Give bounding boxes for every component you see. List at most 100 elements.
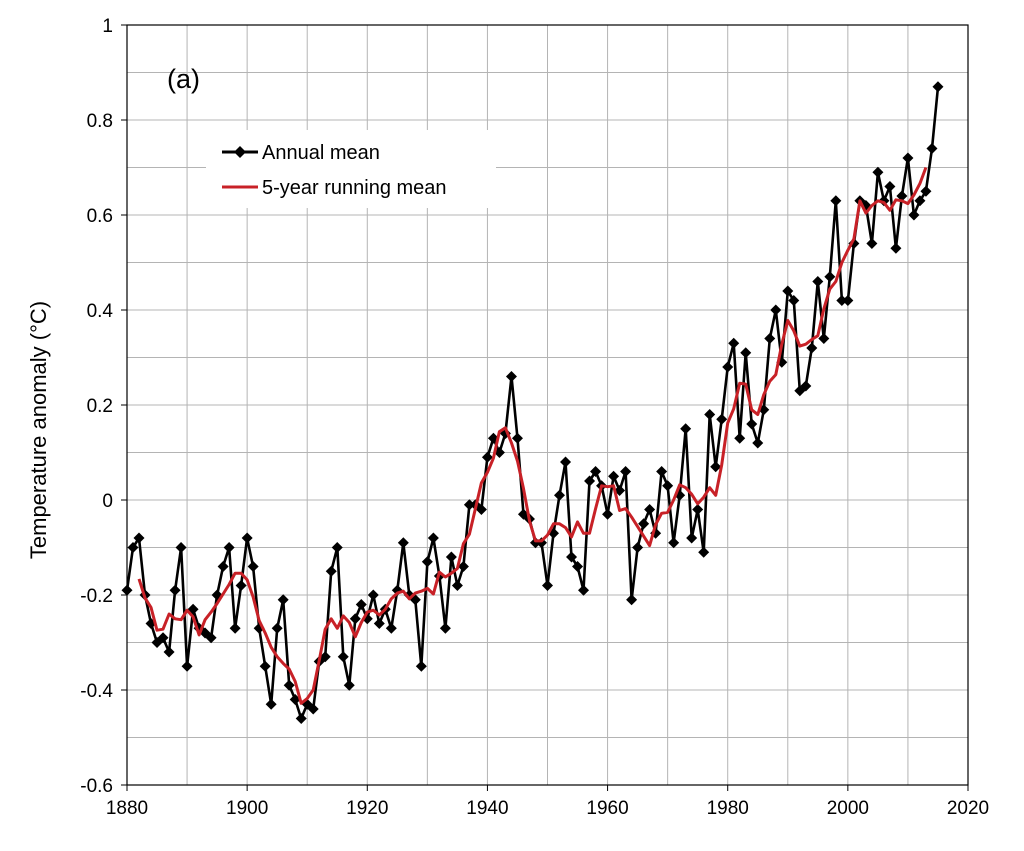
legend-label-annual-mean: Annual mean — [262, 142, 380, 164]
legend-box — [206, 130, 496, 208]
annual-mean-point — [746, 418, 758, 430]
y-tick-label: -0.6 — [80, 776, 113, 797]
annual-mean-point — [331, 542, 343, 553]
annual-mean-point — [542, 580, 553, 591]
annual-mean-point — [235, 580, 247, 591]
annual-mean-point — [908, 209, 920, 221]
legend-label-running-mean: 5-year running mean — [262, 177, 447, 199]
annual-mean-point — [337, 651, 349, 663]
x-tick-label: 1880 — [106, 798, 148, 819]
annual-mean-point — [247, 561, 259, 572]
annual-mean-point — [427, 532, 439, 544]
annual-mean-point — [836, 295, 848, 306]
annual-mean-point — [926, 143, 938, 154]
annual-mean-point — [812, 276, 824, 287]
annual-mean-point — [451, 580, 463, 591]
x-tick-label: 1940 — [466, 798, 508, 819]
annual-mean-point — [722, 361, 734, 373]
annual-mean-point — [439, 622, 451, 634]
annual-mean-point — [806, 342, 818, 354]
annual-mean-point — [842, 295, 854, 306]
annual-mean-point — [914, 195, 926, 207]
annual-mean-point — [710, 461, 722, 473]
annual-mean-point — [638, 518, 650, 530]
y-tick-label: 1 — [102, 16, 113, 37]
annual-mean-point — [307, 703, 319, 715]
annual-mean-point — [698, 546, 710, 558]
annual-mean-point — [740, 347, 752, 359]
annual-mean-point — [692, 504, 704, 515]
annual-mean-point — [566, 551, 578, 563]
annual-mean-point — [229, 622, 241, 634]
annual-mean-point — [169, 584, 181, 596]
annual-mean-point — [752, 437, 764, 449]
annual-mean-point — [325, 565, 337, 577]
annual-mean-point — [463, 499, 475, 511]
x-tick-label: 1900 — [226, 798, 268, 819]
annual-mean-point — [121, 584, 133, 596]
annual-mean-point — [878, 195, 890, 207]
y-tick-label: 0.4 — [87, 301, 114, 322]
annual-mean-point — [421, 556, 433, 568]
annual-mean-point — [782, 285, 794, 297]
y-axis-label: Temperature anomaly (°C) — [26, 301, 51, 559]
annual-mean-point — [830, 195, 842, 207]
annual-mean-point — [620, 466, 632, 477]
x-tick-label: 1960 — [586, 798, 628, 819]
annual-mean-point — [560, 456, 572, 468]
annual-mean-point — [920, 185, 932, 197]
annual-mean-point — [241, 532, 253, 544]
annual-mean-point — [554, 489, 566, 501]
annual-mean-point — [728, 337, 740, 349]
annual-mean-point — [902, 152, 914, 164]
annual-mean-point — [668, 537, 680, 549]
annual-mean-point — [572, 561, 584, 572]
annual-mean-point — [632, 542, 644, 553]
annual-mean-point — [788, 295, 800, 306]
annual-mean-point — [415, 660, 427, 672]
annual-mean-point — [271, 622, 283, 634]
annual-mean-point — [295, 713, 307, 724]
annual-mean-point — [608, 470, 620, 482]
annual-mean-point — [866, 238, 878, 249]
y-tick-label: -0.4 — [80, 681, 113, 702]
legend-diamond-icon — [234, 146, 246, 158]
annual-mean-point — [127, 542, 139, 553]
annual-mean-point — [445, 551, 457, 563]
annual-mean-point — [181, 660, 193, 672]
annual-mean-point — [457, 561, 469, 572]
running-mean-line — [137, 166, 928, 705]
annual-mean-point — [602, 508, 614, 520]
annual-mean-point — [349, 613, 361, 625]
y-tick-label: 0.6 — [87, 206, 113, 227]
annual-mean-point — [367, 589, 379, 601]
annual-mean-point — [163, 646, 175, 658]
annual-mean-point — [734, 432, 746, 444]
annual-mean-point — [644, 504, 656, 515]
annual-mean-point — [884, 181, 896, 192]
y-tick-label: -0.2 — [80, 586, 113, 607]
annual-mean-point — [662, 480, 674, 492]
annual-mean-point — [343, 679, 355, 691]
annual-mean-point — [626, 594, 638, 606]
annual-mean-point — [764, 333, 776, 344]
annual-mean-point — [704, 409, 716, 420]
annual-mean-point — [800, 380, 812, 392]
annual-mean-point — [590, 466, 602, 477]
annual-mean-point — [133, 532, 145, 544]
annual-mean-point — [680, 423, 692, 435]
annual-mean-point — [355, 599, 367, 610]
annual-mean-point — [716, 413, 728, 425]
annual-mean-point — [265, 698, 277, 710]
annual-mean-point — [824, 271, 836, 283]
annual-mean-point — [259, 660, 271, 672]
x-tick-label: 2020 — [947, 798, 989, 819]
y-tick-label: 0 — [102, 491, 113, 512]
annual-mean-point — [385, 622, 397, 634]
annual-mean-point — [686, 532, 698, 544]
annual-mean-point — [890, 242, 902, 254]
annual-mean-point — [373, 618, 385, 629]
annual-mean-point — [277, 594, 289, 606]
annual-mean-point — [217, 561, 229, 572]
